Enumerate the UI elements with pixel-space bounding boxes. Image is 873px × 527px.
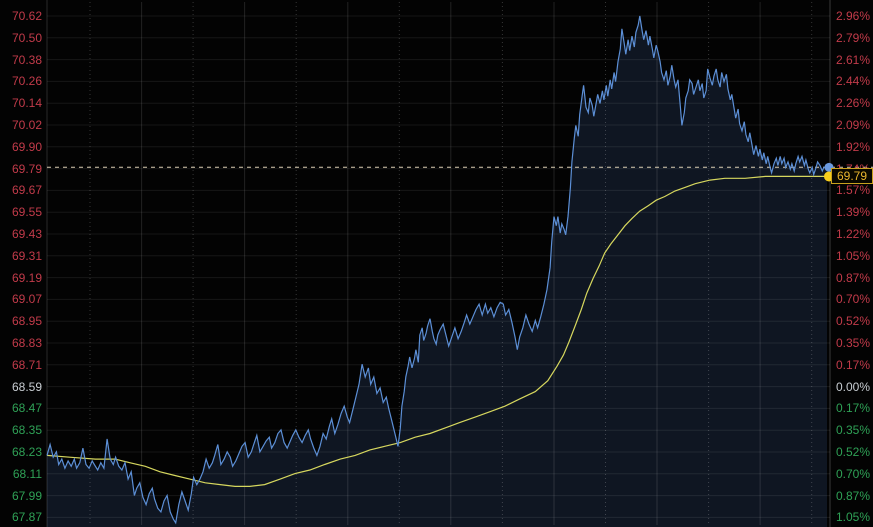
price-area-fill <box>47 16 827 527</box>
avg-price-line <box>46 175 827 487</box>
last-price-badge: 69.79 <box>831 168 873 185</box>
price-line <box>46 15 827 525</box>
